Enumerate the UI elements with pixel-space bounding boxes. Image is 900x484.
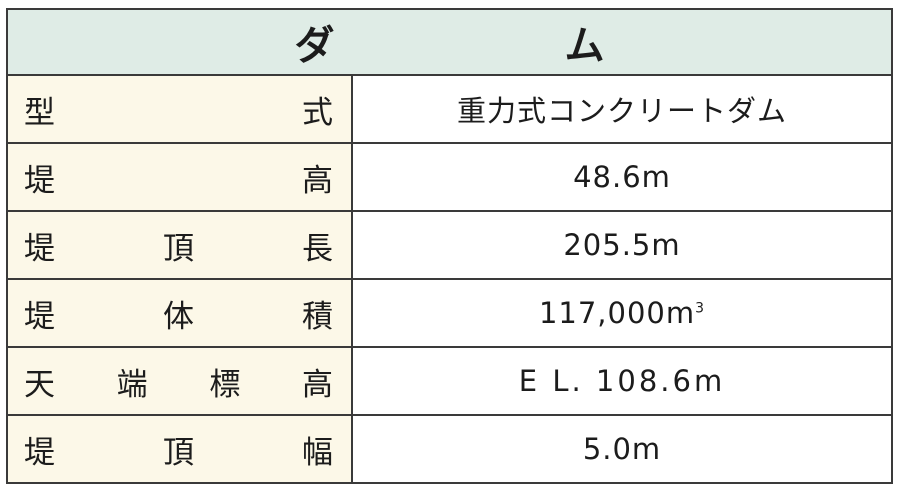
- value-superscript: 3: [695, 300, 706, 317]
- label-char: 堤: [24, 162, 55, 199]
- label-char: 標: [209, 366, 241, 403]
- table-row: 堤 体 積 117,000m3: [6, 278, 893, 348]
- label-char: 堤: [24, 434, 55, 471]
- row-value: 48.6m: [351, 142, 893, 212]
- dam-spec-table: ダ ム 型 式 重力式コンクリートダム 堤 高 48.6m 堤 頂 長 205.…: [6, 8, 893, 484]
- row-value: 5.0m: [351, 414, 893, 484]
- label-char: 頂: [163, 230, 194, 267]
- label-char: 式: [302, 94, 333, 131]
- row-value: 205.5m: [351, 210, 893, 280]
- label-char: 型: [24, 94, 55, 131]
- label-char: 高: [301, 366, 333, 403]
- table-row: 堤 頂 幅 5.0m: [6, 414, 893, 484]
- row-label: 堤 頂 長: [6, 210, 353, 280]
- row-value: 重力式コンクリートダム: [351, 74, 893, 144]
- table-row: 型 式 重力式コンクリートダム: [6, 74, 893, 144]
- label-char: 端: [116, 366, 148, 403]
- label-char: 高: [302, 162, 333, 199]
- label-char: 体: [163, 298, 194, 335]
- row-label: 堤 高: [6, 142, 353, 212]
- label-char: 長: [302, 230, 333, 267]
- label-char: 天: [24, 366, 55, 403]
- title-char: ダ: [294, 23, 335, 69]
- row-value: 117,000m3: [351, 278, 893, 348]
- label-char: 幅: [302, 434, 333, 471]
- label-char: 堤: [24, 298, 55, 335]
- value-text: 117,000m: [538, 296, 696, 330]
- row-label: 堤 体 積: [6, 278, 353, 348]
- label-char: 積: [302, 298, 333, 335]
- label-char: 頂: [163, 434, 194, 471]
- label-char: 堤: [24, 230, 55, 267]
- row-label: 堤 頂 幅: [6, 414, 353, 484]
- table-title: ダ ム: [6, 8, 893, 76]
- table-row: 天 端 標 高 E L. 108.6m: [6, 346, 893, 416]
- table-row: 堤 高 48.6m: [6, 142, 893, 212]
- row-label: 天 端 標 高: [6, 346, 353, 416]
- row-label: 型 式: [6, 74, 353, 144]
- row-value: E L. 108.6m: [351, 346, 893, 416]
- title-char: ム: [564, 23, 605, 69]
- table-row: 堤 頂 長 205.5m: [6, 210, 893, 280]
